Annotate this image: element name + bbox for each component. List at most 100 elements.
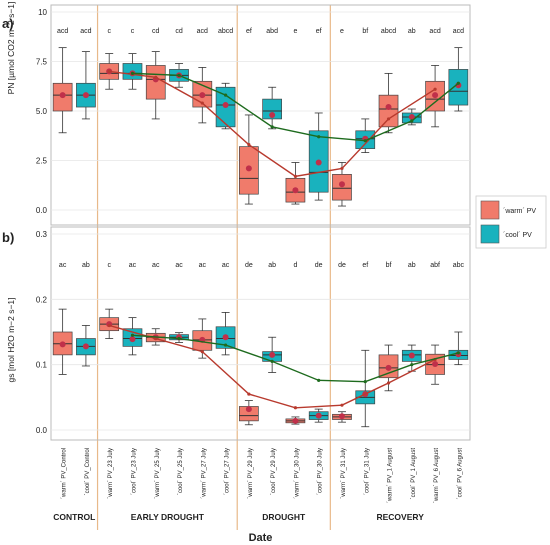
trend-point [270, 125, 274, 129]
box-9 [262, 86, 282, 130]
x-tick-label: ´cool´ PV_25 July [178, 448, 184, 495]
x-tick-label: ´warm´ PV_29 July [248, 448, 254, 499]
trend-point [130, 71, 135, 75]
trend-point [223, 343, 228, 347]
significance-letter: ac [59, 262, 67, 269]
significance-letter: ac [129, 262, 137, 269]
trend-point [200, 350, 204, 354]
mean-point [432, 361, 439, 368]
box-2 [99, 308, 120, 339]
box-11 [308, 112, 329, 201]
significance-letter: c [107, 28, 111, 35]
x-tick-label: ´warm´ PV_Control [62, 448, 68, 499]
cool-trend-line [132, 334, 459, 383]
box-15 [401, 108, 422, 126]
x-tick-label: ´cool´ PV_30 July [318, 448, 324, 495]
warm-trend-line [109, 70, 436, 178]
trend-point [107, 323, 111, 328]
trend-point [340, 403, 344, 407]
y-tick-label: 5.0 [36, 107, 48, 116]
x-tick-label: ´warm´ PV_25 July [155, 448, 161, 499]
box-9 [262, 336, 282, 373]
significance-letter: acd [429, 28, 440, 35]
significance-letter: e [340, 28, 344, 35]
significance-letter: c [131, 28, 135, 35]
significance-letter: ab [268, 262, 276, 269]
mean-point [269, 351, 276, 358]
box-3 [122, 53, 143, 90]
mean-point [222, 334, 229, 341]
mean-point [292, 417, 299, 424]
box-12 [332, 411, 352, 423]
mean-point [245, 165, 252, 172]
box-15 [401, 344, 422, 372]
significance-letter: ab [82, 262, 90, 269]
box-10 [285, 162, 306, 205]
trend-point [456, 351, 460, 355]
box-1 [76, 51, 96, 120]
trend-point [317, 135, 321, 139]
significance-letter: ac [222, 262, 230, 269]
box-12 [332, 162, 352, 207]
x-tick-label: ´warm´ PV_6 August [434, 448, 440, 503]
box-14 [378, 72, 399, 134]
x-tick-label: ´warm´ PV_1 August [388, 448, 394, 503]
box-11 [308, 408, 329, 423]
significance-letter: ef [316, 28, 322, 35]
trend-point [177, 336, 181, 341]
mean-point [59, 92, 66, 99]
significance-letter: ac [199, 262, 207, 269]
mean-point [408, 113, 415, 120]
legend-swatch [480, 200, 500, 220]
plot-frame [50, 4, 471, 226]
significance-letter: ac [175, 262, 183, 269]
trend-point [386, 117, 391, 121]
y-axis-title: gs [mol H2O m−2 s−1] [6, 297, 16, 382]
x-tick-label: ´cool´ PV_29 July [271, 448, 277, 495]
x-tick-label: ´warm´ PV_30 July [294, 448, 300, 499]
significance-letter: abcd [381, 28, 396, 35]
x-tick-label: ´warm´ PV_27 July [201, 448, 207, 499]
x-tick-label: ´warm´ PV_23 July [108, 448, 114, 499]
trend-point [340, 166, 344, 171]
y-tick-label: 10 [38, 8, 47, 17]
mean-point [408, 352, 415, 359]
y-tick-label: 0.3 [36, 230, 48, 239]
box-10 [285, 416, 306, 425]
mean-point [338, 181, 345, 188]
legend-label: ´warm´ PV [503, 208, 536, 215]
trend-point [154, 336, 158, 341]
legend-label: ´cool´ PV [503, 232, 532, 239]
significance-letter: e [293, 28, 297, 35]
trend-point [433, 87, 437, 91]
trend-point [410, 119, 414, 123]
y-tick-label: 0.2 [36, 295, 48, 304]
mean-point [385, 364, 392, 371]
y-tick-label: 0.0 [36, 206, 48, 215]
trend-point [410, 363, 414, 367]
box-16 [425, 65, 445, 128]
panel-label: a) [2, 16, 14, 31]
legend-swatch [480, 224, 500, 244]
box-16 [425, 344, 445, 385]
box-17 [448, 47, 469, 112]
mean-point [199, 92, 206, 99]
significance-letter: ac [152, 262, 160, 269]
x-tick-label: ´cool´ PV_27 July [225, 448, 231, 495]
phase-label: CONTROL [53, 512, 95, 522]
phase-label: DROUGHT [262, 512, 306, 522]
mean-point [82, 92, 89, 99]
trend-point [223, 93, 228, 97]
cool-trend-line [132, 72, 459, 142]
trend-point [293, 406, 298, 410]
y-tick-label: 0.0 [36, 426, 48, 435]
mean-point [338, 413, 345, 420]
trend-point [363, 380, 367, 384]
panel-b: 0.00.10.20.3gs [mol H2O m−2 s−1]b)ac ab c a… [2, 226, 471, 441]
x-tick-label: ´cool´ PV_Control [85, 448, 91, 495]
box-7 [215, 82, 236, 130]
warm-trend-line [109, 324, 436, 409]
significance-letter: abc [453, 262, 465, 269]
x-tick-label: ´cool´ PV_1 August [411, 448, 417, 500]
